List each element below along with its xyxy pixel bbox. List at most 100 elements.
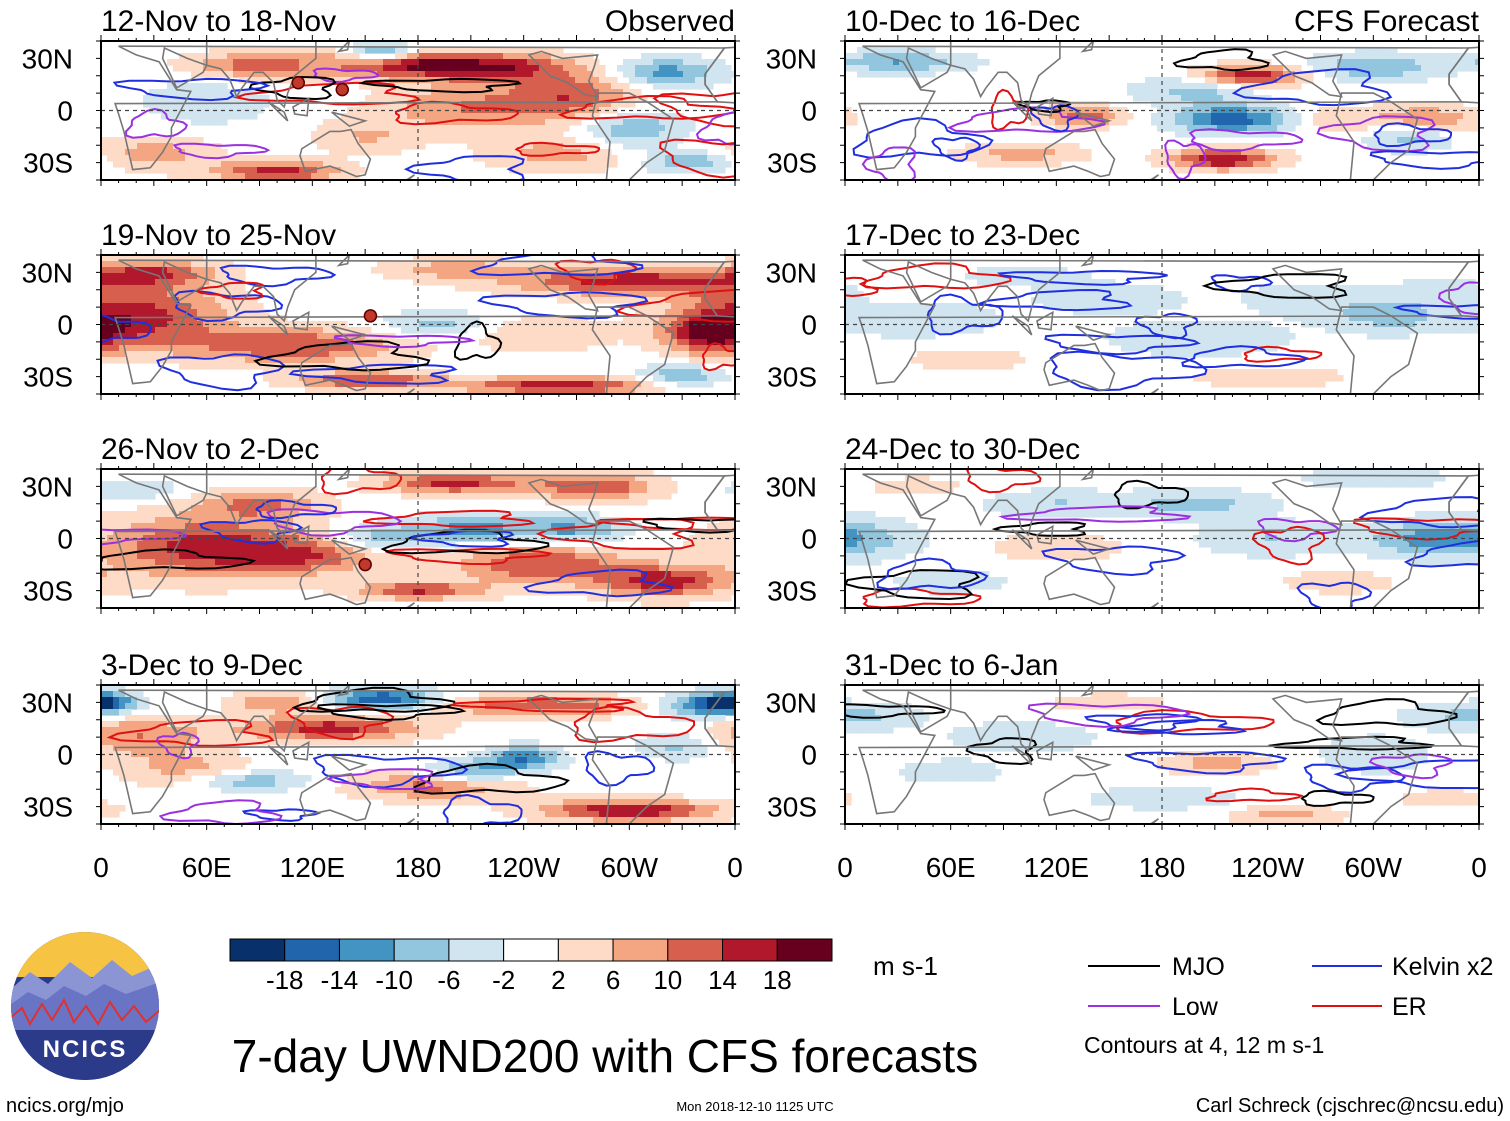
anomaly-cell: [533, 167, 540, 174]
anomaly-cell: [245, 47, 252, 54]
anomaly-cell: [389, 59, 396, 66]
anomaly-cell: [131, 571, 138, 578]
anomaly-cell: [389, 89, 396, 96]
anomaly-cell: [191, 517, 198, 524]
anomaly-cell: [335, 125, 342, 132]
anomaly-cell: [233, 113, 240, 120]
anomaly-cell: [137, 143, 144, 150]
anomaly-cell: [299, 505, 306, 512]
anomaly-cell: [467, 375, 474, 382]
anomaly-cell: [143, 559, 150, 566]
anomaly-cell: [563, 119, 570, 126]
anomaly-cell: [179, 101, 186, 108]
anomaly-cell: [221, 291, 228, 298]
anomaly-cell: [347, 345, 354, 352]
anomaly-cell: [353, 143, 360, 150]
anomaly-cell: [209, 583, 216, 590]
anomaly-cell: [611, 559, 618, 566]
anomaly-cell: [455, 553, 462, 560]
anomaly-cell: [599, 71, 606, 78]
anomaly-cell: [515, 119, 522, 126]
anomaly-cell: [197, 279, 204, 286]
anomaly-cell: [233, 303, 240, 310]
anomaly-cell: [623, 333, 630, 340]
anomaly-cell: [383, 131, 390, 138]
anomaly-cell: [485, 47, 492, 54]
anomaly-cell: [119, 327, 126, 334]
anomaly-cell: [371, 125, 378, 132]
anomaly-cell: [509, 529, 516, 536]
anomaly-cell: [149, 481, 156, 488]
anomaly-cell: [137, 357, 144, 364]
anomaly-cell: [107, 261, 114, 268]
anomaly-cell: [461, 387, 468, 394]
anomaly-cell: [623, 387, 630, 394]
anomaly-cell: [251, 47, 258, 54]
anomaly-cell: [197, 357, 204, 364]
anomaly-cell: [107, 571, 114, 578]
anomaly-cell: [731, 523, 735, 530]
anomaly-cell: [227, 345, 234, 352]
anomaly-cell: [185, 261, 192, 268]
anomaly-cell: [563, 285, 570, 292]
anomaly-cell: [257, 523, 264, 530]
anomaly-cell: [329, 499, 336, 506]
anomaly-cell: [515, 47, 522, 54]
anomaly-cell: [203, 529, 210, 536]
anomaly-cell: [515, 59, 522, 66]
anomaly-cell: [575, 517, 582, 524]
anomaly-cell: [245, 577, 252, 584]
anomaly-cell: [443, 71, 450, 78]
anomaly-cell: [281, 577, 288, 584]
anomaly-cell: [605, 119, 612, 126]
anomaly-cell: [185, 577, 192, 584]
anomaly-cell: [521, 315, 528, 322]
anomaly-cell: [611, 577, 618, 584]
anomaly-cell: [167, 173, 174, 180]
anomaly-cell: [293, 523, 300, 530]
anomaly-cell: [713, 559, 720, 566]
anomaly-cell: [173, 267, 180, 274]
anomaly-cell: [113, 481, 120, 488]
anomaly-cell: [617, 529, 624, 536]
coastline: [331, 325, 369, 341]
anomaly-cell: [185, 321, 192, 328]
anomaly-cell: [215, 285, 222, 292]
anomaly-cell: [137, 571, 144, 578]
anomaly-cell: [695, 345, 702, 352]
anomaly-cell: [407, 469, 414, 476]
anomaly-cell: [719, 565, 726, 572]
anomaly-cell: [593, 285, 600, 292]
anomaly-cell: [311, 387, 318, 394]
anomaly-cell: [689, 53, 696, 60]
anomaly-cell: [329, 571, 336, 578]
anomaly-cell: [275, 327, 282, 334]
anomaly-cell: [395, 137, 402, 144]
anomaly-cell: [185, 583, 192, 590]
anomaly-cell: [329, 321, 336, 328]
anomaly-cell: [545, 155, 552, 162]
anomaly-cell: [185, 315, 192, 322]
anomaly-cell: [461, 101, 468, 108]
anomaly-cell: [503, 487, 510, 494]
anomaly-cell: [395, 363, 402, 370]
anomaly-cell: [683, 363, 690, 370]
anomaly-cell: [647, 59, 654, 66]
anomaly-cell: [455, 279, 462, 286]
anomaly-cell: [239, 101, 246, 108]
anomaly-cell: [479, 47, 486, 54]
anomaly-cell: [635, 493, 642, 500]
anomaly-cell: [257, 173, 264, 180]
anomaly-cell: [509, 565, 516, 572]
anomaly-cell: [425, 309, 432, 316]
contour-kelvin-x2: [112, 77, 271, 102]
anomaly-cell: [125, 273, 132, 280]
anomaly-cell: [233, 327, 240, 334]
anomaly-cell: [521, 321, 528, 328]
anomaly-cell: [461, 469, 468, 476]
anomaly-cell: [395, 577, 402, 584]
anomaly-cell: [167, 167, 174, 174]
anomaly-cell: [245, 297, 252, 304]
anomaly-cell: [455, 255, 462, 262]
anomaly-cell: [395, 273, 402, 280]
